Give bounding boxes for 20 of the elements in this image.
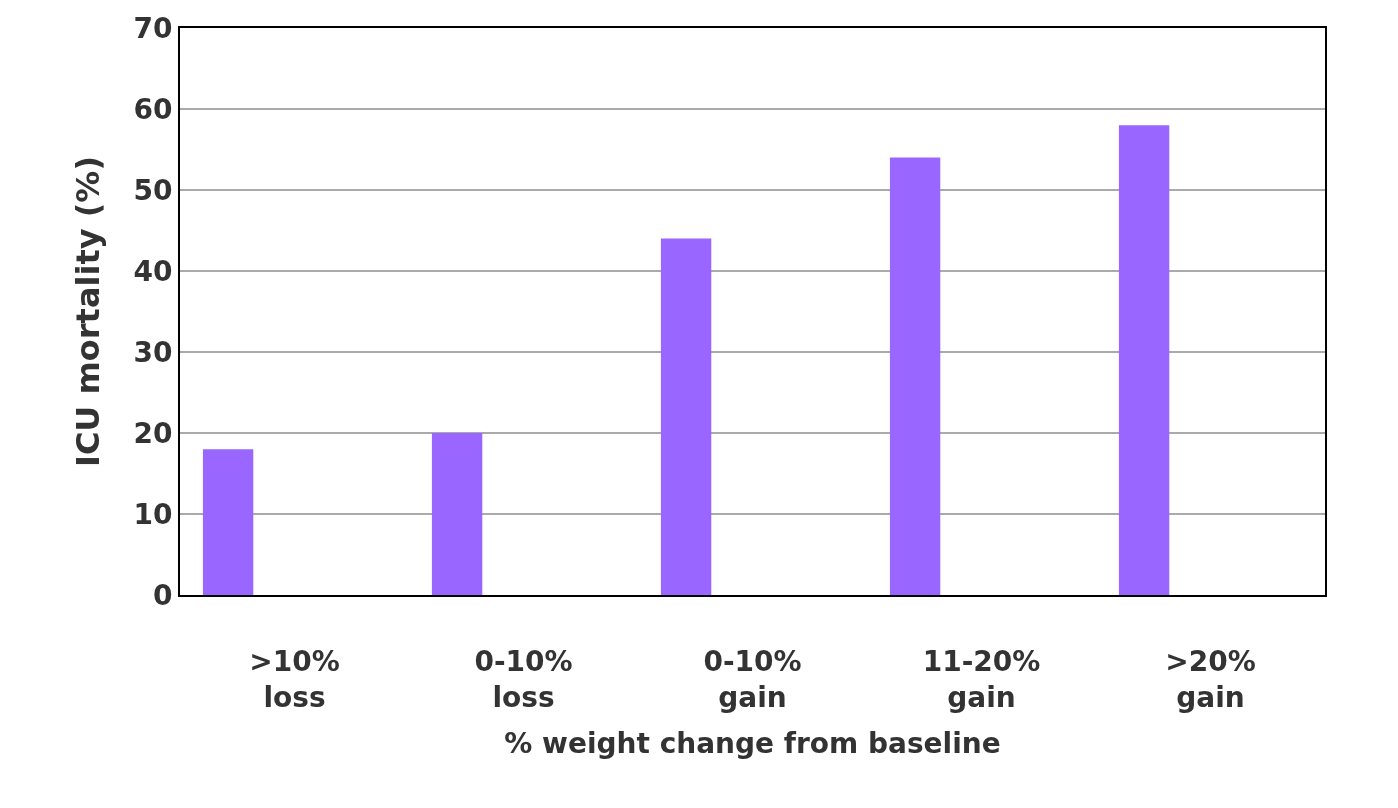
y-tick-label: 50 (133, 173, 173, 207)
y-tick-label: 0 (152, 578, 173, 612)
y-axis-title: ICU mortality (%) (69, 155, 108, 468)
y-tick-label: 30 (133, 335, 173, 369)
bar (889, 157, 941, 595)
bar (1118, 125, 1170, 595)
x-axis-title: % weight change from baseline (504, 726, 1001, 760)
x-tick-label: >10% loss (249, 644, 340, 714)
y-tick-label: 20 (133, 416, 173, 450)
y-tick-label: 60 (133, 92, 173, 126)
x-tick-label: >20% gain (1165, 644, 1256, 714)
bar (431, 433, 483, 595)
bar (202, 449, 254, 595)
y-tick-label: 40 (133, 254, 173, 288)
x-tick-label: 0-10% gain (703, 644, 802, 714)
y-tick-label: 70 (133, 11, 173, 45)
x-tick-label: 11-20% gain (922, 644, 1041, 714)
x-tick-label: 0-10% loss (474, 644, 573, 714)
bar (660, 238, 712, 595)
y-tick-label: 10 (133, 497, 173, 531)
